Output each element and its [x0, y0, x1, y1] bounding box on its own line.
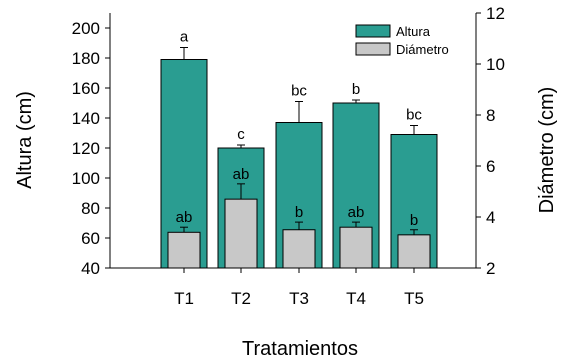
y-right-tick-label: 8 — [486, 106, 495, 125]
y-left-tick-label: 200 — [72, 19, 100, 38]
letter-altura-t5: bc — [406, 107, 422, 124]
x-tick-label: T4 — [346, 289, 366, 308]
letter-altura-t2: c — [237, 126, 245, 143]
bar-diametro-t1 — [167, 231, 201, 269]
bars-layer — [160, 47, 438, 269]
bar-diametro-t2 — [224, 198, 258, 269]
letter-diametro-t5: b — [410, 212, 418, 229]
y-axis-left-title: Altura (cm) — [14, 91, 36, 189]
bar-diametro-t4 — [339, 226, 373, 269]
x-axis-title: Tratamientos — [242, 338, 358, 360]
x-tick-label: T1 — [174, 289, 194, 308]
letter-altura-t3: bc — [291, 83, 307, 100]
y-left-tick-label: 100 — [72, 169, 100, 188]
y-right-tick-label: 6 — [486, 157, 495, 176]
letter-diametro-t4: ab — [348, 204, 365, 221]
legend: Altura Diámetro — [355, 24, 449, 57]
x-tick-label: T3 — [289, 289, 309, 308]
y-left-tick-label: 180 — [72, 49, 100, 68]
legend-label: Altura — [396, 24, 431, 39]
y-right-tick-label: 2 — [486, 259, 495, 278]
legend-label: Diámetro — [396, 42, 449, 57]
y-left-tick-label: 40 — [81, 259, 100, 278]
x-tick-label: T5 — [404, 289, 424, 308]
ticks-layer: 40 60 80 100 120 140 160 180 200 2 4 6 8 10 12 T1 T2 T3 T4… — [72, 4, 505, 308]
legend-swatch — [355, 24, 391, 38]
letter-diametro-t2: ab — [233, 166, 250, 183]
y-right-tick-label: 12 — [486, 4, 505, 23]
bar-diametro-t5 — [397, 234, 431, 269]
letter-altura-t4: b — [352, 81, 360, 98]
y-left-tick-label: 60 — [81, 229, 100, 248]
x-tick-label: T2 — [231, 289, 251, 308]
y-left-tick-label: 80 — [81, 199, 100, 218]
legend-swatch — [355, 42, 391, 56]
y-right-tick-label: 4 — [486, 208, 495, 227]
y-right-tick-label: 10 — [486, 55, 505, 74]
axes-layer — [109, 13, 477, 269]
y-axis-right-title: Diámetro (cm) — [536, 87, 558, 214]
axes-frame — [109, 13, 477, 269]
y-left-tick-label: 120 — [72, 139, 100, 158]
y-left-tick-label: 140 — [72, 109, 100, 128]
letter-diametro-t3: b — [295, 204, 303, 221]
letter-diametro-t1: ab — [176, 209, 193, 226]
significance-letters-layer: a c bc b bc ab ab b ab b — [176, 29, 423, 229]
bar-diametro-t3 — [282, 229, 316, 269]
y-left-tick-label: 160 — [72, 79, 100, 98]
letter-altura-t1: a — [180, 29, 189, 46]
